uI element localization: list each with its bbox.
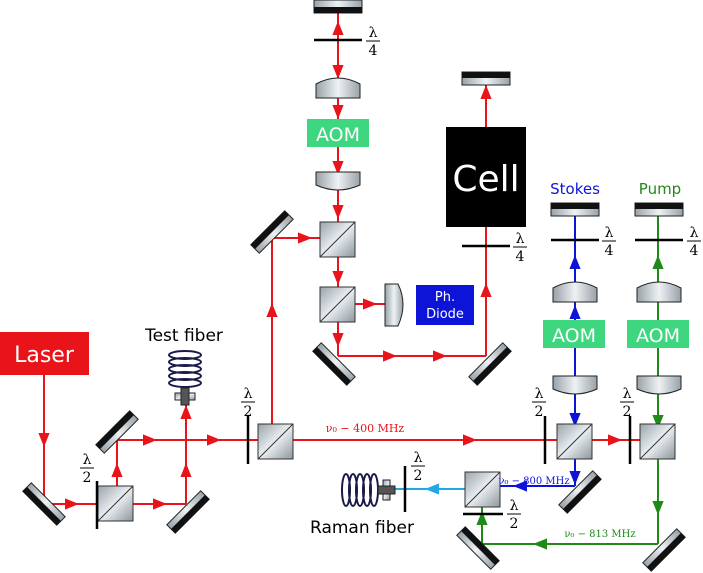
qwp-pump-num: λ <box>690 225 699 241</box>
mirror-mid-left <box>95 410 139 454</box>
lens-pump-1 <box>636 281 682 303</box>
end-mirrors <box>313 0 684 217</box>
aom-label-pump: AOM <box>636 325 680 347</box>
mirror-stokes-bottom <box>558 470 602 514</box>
cell-label: Cell <box>452 159 519 200</box>
mirror-pump-bottom <box>642 528 686 572</box>
beam-splitter-3 <box>319 221 356 258</box>
lens-top-2 <box>315 171 361 191</box>
aom-label-top: AOM <box>316 124 360 146</box>
lens-photodiode <box>384 283 404 327</box>
mirror-below-bs <box>312 342 356 386</box>
mirror-combine-bottom <box>456 526 500 570</box>
stokes-label: Stokes <box>550 180 600 198</box>
beam-splitter-2 <box>257 423 294 460</box>
freq-label-pump: ν₀ − 813 MHz <box>564 529 635 540</box>
mirror-to-cell <box>468 342 512 386</box>
beam-splitter-7 <box>464 471 501 508</box>
lenses <box>315 77 682 395</box>
hwp-1-den: 2 <box>83 470 92 486</box>
beam-splitters <box>97 221 676 522</box>
aom-box-stokes <box>543 320 605 348</box>
lens-stokes-1 <box>552 281 598 303</box>
lens-stokes-2 <box>552 375 598 395</box>
hwp-6-den: 2 <box>510 516 519 532</box>
qwp-pump-den: 4 <box>690 243 699 259</box>
photodiode-box <box>416 285 474 325</box>
hwp-5-den: 2 <box>414 468 423 484</box>
lens-top-1 <box>315 77 361 99</box>
waveplate-labels: λ 4 λ 4 λ 4 λ 4 λ 2 λ 2 λ 2 λ 2 λ 2 λ <box>80 25 701 532</box>
hwp-5-num: λ <box>414 450 423 466</box>
qwp-stokes-den: 4 <box>605 243 614 259</box>
freq-label-stokes: ν₀ − 800 MHz <box>498 476 569 487</box>
mirror-bottom-right-test <box>166 490 210 534</box>
hwp-4-num: λ <box>623 386 632 402</box>
aom-box-top <box>307 119 369 147</box>
laser-label: Laser <box>14 343 75 368</box>
folding-mirrors <box>22 210 686 572</box>
raman-fiber-coil <box>341 473 386 507</box>
aom-label-stokes: AOM <box>552 325 596 347</box>
pump-label: Pump <box>639 180 681 198</box>
hwp-1-num: λ <box>83 452 92 468</box>
qwp-cell-num: λ <box>516 231 525 247</box>
hwp-3-num: λ <box>535 386 544 402</box>
raman-fiber-coupler <box>377 479 396 501</box>
mirror-bottom-left <box>22 482 66 526</box>
test-fiber-label: Test fiber <box>144 326 223 346</box>
beam-splitter-1 <box>97 485 134 522</box>
cell-box <box>446 127 526 227</box>
hwp-3-den: 2 <box>535 404 544 420</box>
hwp-2-den: 2 <box>244 404 253 420</box>
waveplates <box>95 38 683 529</box>
qwp-top-den: 4 <box>369 43 378 59</box>
photodiode-label-line1: Ph. <box>435 290 455 305</box>
raman-fiber-label: Raman fiber <box>310 518 414 538</box>
qwp-stokes-num: λ <box>605 225 614 241</box>
qwp-top-num: λ <box>369 25 378 41</box>
mirror-upper-left <box>250 210 294 254</box>
hwp-4-den: 2 <box>623 404 632 420</box>
test-fiber-coupler <box>174 387 196 406</box>
beam-splitter-4 <box>319 286 356 323</box>
beam-splitter-5 <box>556 423 593 460</box>
hwp-6-num: λ <box>510 498 519 514</box>
qwp-cell-den: 4 <box>516 249 525 265</box>
photodiode-label-line2: Diode <box>426 307 464 322</box>
aom-box-pump <box>627 320 689 348</box>
beam-splitter-6 <box>639 423 676 460</box>
freq-label-main: ν₀ − 400 MHz <box>326 422 405 435</box>
laser-box <box>0 332 89 375</box>
hwp-2-num: λ <box>244 386 253 402</box>
lens-pump-2 <box>636 375 682 395</box>
